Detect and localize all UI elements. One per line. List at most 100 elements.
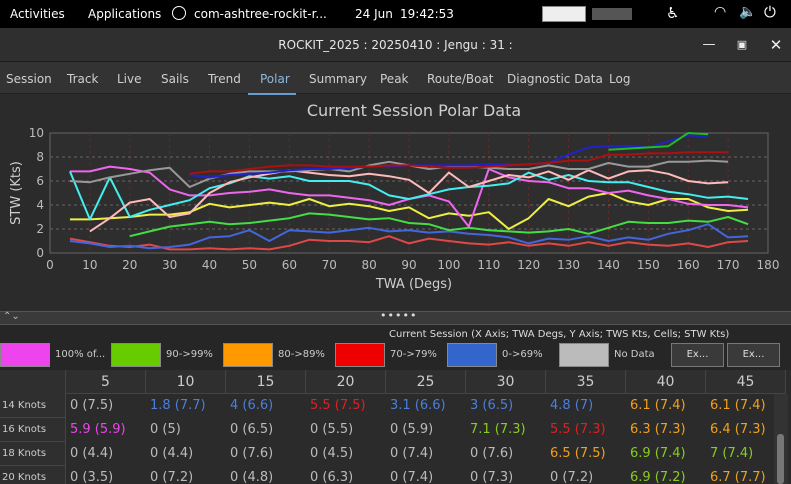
table-cell[interactable]: 6.4 (7.3): [710, 422, 766, 437]
table-cell[interactable]: 5.5 (7.3): [550, 422, 606, 437]
close-icon[interactable]: ✕: [769, 36, 783, 54]
table-cell[interactable]: 5.5 (7.5): [310, 398, 366, 413]
table-cell[interactable]: 0 (7.5): [70, 398, 114, 413]
table-cell[interactable]: 4.8 (7): [550, 398, 594, 413]
volume-icon[interactable]: 🔈: [739, 4, 757, 20]
column-header[interactable]: 30: [466, 370, 546, 394]
tab-log[interactable]: Log: [609, 72, 631, 86]
series-line: [608, 132, 709, 151]
tab-summary[interactable]: Summary: [309, 72, 367, 86]
clock-date[interactable]: 24 Jun: [355, 7, 393, 21]
column-header[interactable]: 5: [66, 370, 146, 394]
power-icon[interactable]: ⏻: [764, 3, 776, 21]
table-cell[interactable]: 1.8 (7.7): [150, 398, 206, 413]
legend-label-0: 0->69%: [502, 349, 543, 360]
column-header[interactable]: 40: [626, 370, 706, 394]
table-cell[interactable]: 0 (7.3): [470, 470, 514, 484]
row-header: 18 Knots: [0, 442, 66, 466]
table-cell[interactable]: 6.7 (7.7): [710, 470, 766, 484]
main-tabs: Session Track Live Sails Trend Polar Sum…: [0, 62, 791, 94]
collapse-icon[interactable]: ⌃⌄: [3, 311, 20, 322]
x-tick-label: 70: [322, 258, 337, 272]
table-cell[interactable]: 0 (5.9): [390, 422, 434, 437]
table-cell[interactable]: 0 (7.4): [390, 446, 434, 461]
legend-swatch-nodata: [559, 343, 609, 367]
vertical-scrollbar[interactable]: [774, 394, 788, 484]
column-header[interactable]: 20: [306, 370, 386, 394]
table-cell[interactable]: 0 (7.6): [470, 446, 514, 461]
column-header[interactable]: 10: [146, 370, 226, 394]
x-tick-label: 170: [717, 258, 740, 272]
table-cell[interactable]: 0 (4.8): [230, 470, 274, 484]
clock-time[interactable]: 19:42:53: [400, 7, 454, 21]
legend-caption: Current Session (X Axis; TWA Degs, Y Axi…: [389, 329, 730, 340]
x-tick-label: 50: [242, 258, 257, 272]
column-header[interactable]: 15: [226, 370, 306, 394]
row-header: 14 Knots: [0, 394, 66, 418]
legend-swatch-90: [111, 343, 161, 367]
export-button-1[interactable]: Ex...: [671, 343, 724, 367]
tab-polar[interactable]: Polar: [260, 72, 290, 86]
wifi-icon[interactable]: ◠: [714, 4, 727, 20]
tab-sails[interactable]: Sails: [161, 72, 189, 86]
table-cell[interactable]: 6.9 (7.4): [630, 446, 686, 461]
table-cell[interactable]: 7 (7.4): [710, 446, 754, 461]
tab-track[interactable]: Track: [67, 72, 99, 86]
tab-peak[interactable]: Peak: [380, 72, 409, 86]
minimize-icon[interactable]: —: [702, 37, 716, 52]
legend-swatch-100: [0, 343, 50, 367]
table-cell[interactable]: 0 (4.5): [310, 446, 354, 461]
column-header[interactable]: 45: [706, 370, 786, 394]
table-cell[interactable]: 6.1 (7.4): [710, 398, 766, 413]
table-cell[interactable]: 0 (6.3): [310, 470, 354, 484]
table-cell[interactable]: 0 (5.5): [310, 422, 354, 437]
scrollbar-thumb[interactable]: [777, 434, 784, 484]
maximize-icon[interactable]: ▣: [736, 38, 748, 51]
splitter-handle-icon[interactable]: •••••: [380, 309, 418, 322]
table-cell[interactable]: 4 (6.6): [230, 398, 274, 413]
tab-trend[interactable]: Trend: [208, 72, 241, 86]
table-cell[interactable]: 0 (4.4): [70, 446, 114, 461]
polar-chart-panel: 0 10 20 30 40 50 60 70 80 90 100 110 120 130 140 150 160…: [0, 95, 791, 311]
table-cell[interactable]: 0 (3.5): [70, 470, 114, 484]
table-cell[interactable]: 5.9 (5.9): [70, 422, 126, 437]
series-line: [69, 192, 749, 230]
table-cell[interactable]: 3 (6.5): [470, 398, 514, 413]
table-cell[interactable]: 0 (5): [150, 422, 181, 437]
app-name[interactable]: com-ashtree-rockit-r...: [194, 7, 327, 21]
polar-chart[interactable]: 0 10 20 30 40 50 60 70 80 90 100 110 120 130 140 150 160…: [0, 95, 791, 311]
table-cell[interactable]: 0 (6.5): [230, 422, 274, 437]
tab-live[interactable]: Live: [117, 72, 142, 86]
table-cell[interactable]: 0 (7.4): [390, 470, 434, 484]
series-line: [189, 134, 709, 179]
table-cell[interactable]: 6.5 (7.5): [550, 446, 606, 461]
row-header: 16 Knots: [0, 418, 66, 442]
column-header[interactable]: 35: [546, 370, 626, 394]
tab-diagnostic-data[interactable]: Diagnostic Data: [507, 72, 603, 86]
table-cell[interactable]: 0 (7.2): [150, 470, 194, 484]
panel-splitter[interactable]: ⌃⌄ •••••: [0, 309, 791, 325]
input-indicator[interactable]: [542, 6, 586, 22]
tab-route-boat[interactable]: Route/Boat: [427, 72, 494, 86]
export-button-2[interactable]: Ex...: [727, 343, 780, 367]
series-line: [69, 223, 749, 250]
table-cell[interactable]: 6.3 (7.3): [630, 422, 686, 437]
table-cell[interactable]: 7.1 (7.3): [470, 422, 526, 437]
row-header: 20 Knots: [0, 466, 66, 484]
activities-button[interactable]: Activities: [10, 7, 65, 21]
table-cell[interactable]: 3.1 (6.6): [390, 398, 446, 413]
applications-menu[interactable]: Applications: [88, 7, 162, 21]
status-indicator[interactable]: [592, 8, 632, 20]
table-cell[interactable]: 0 (7.2): [550, 470, 594, 484]
table-cell[interactable]: 6.1 (7.4): [630, 398, 686, 413]
chart-title: Current Session Polar Data: [307, 101, 521, 120]
table-cell[interactable]: 6.9 (7.2): [630, 470, 686, 484]
table-cell[interactable]: 0 (4.4): [150, 446, 194, 461]
table-cell[interactable]: 0 (7.6): [230, 446, 274, 461]
tab-session[interactable]: Session: [6, 72, 52, 86]
accessibility-icon[interactable]: ♿: [666, 4, 680, 22]
app-icon: [172, 6, 186, 20]
system-top-bar: Activities Applications com-ashtree-rock…: [0, 0, 791, 28]
column-header[interactable]: 25: [386, 370, 466, 394]
legend-label-100: 100% of...: [55, 349, 106, 360]
